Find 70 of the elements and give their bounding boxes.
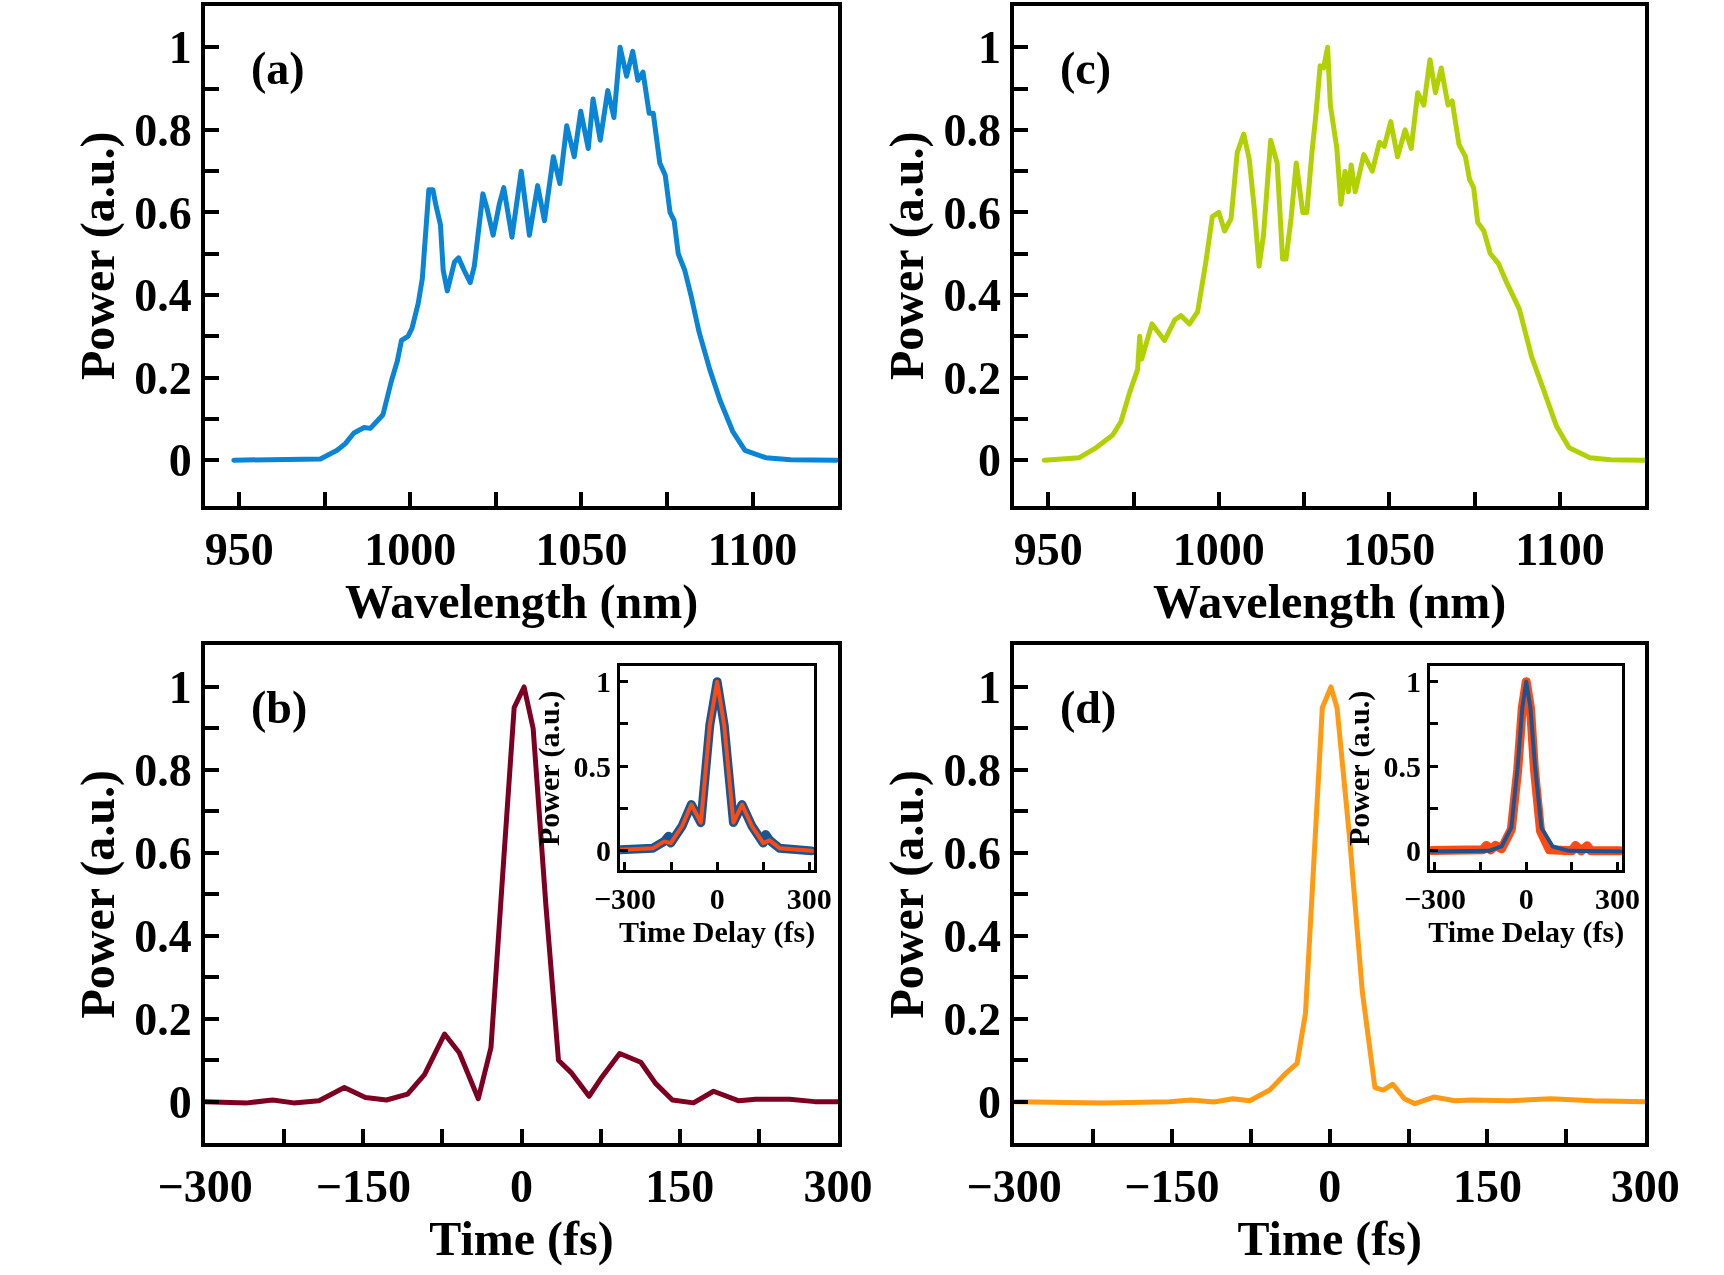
x-tick-label: 300 [1610,1161,1680,1213]
x-tick-label: 1000 [364,523,457,575]
x-tick-label: 150 [645,1161,715,1213]
x-tick-label: −300 [1403,882,1467,916]
y-tick-label: 0.6 [134,827,192,879]
y-tick-label: 1 [977,22,1001,74]
y-axis-title: Power (a.u.) [879,770,934,1019]
x-tick-label: 1050 [1343,523,1436,575]
annotation: (d) [1060,682,1117,733]
y-tick-label: 1 [168,22,192,74]
y-tick-label: 1 [168,662,192,714]
y-tick-label: 1 [596,665,612,699]
annotation: (b) [251,682,308,733]
y-tick-label: 0 [596,834,612,868]
x-tick-label: −300 [593,882,657,916]
x-tick-label: 150 [1452,1161,1522,1213]
y-tick-label: 0.5 [1383,749,1422,783]
y-tick-label: 0.6 [943,187,1001,239]
y-tick-label: 0.6 [134,187,192,239]
x-tick-label: −150 [1124,1161,1220,1213]
y-tick-label: 0.8 [943,744,1001,796]
y-tick-label: 0.6 [943,827,1001,879]
y-tick-label: 0.4 [943,910,1001,962]
x-tick-label: −150 [315,1161,411,1213]
x-axis-title: Wavelength (nm) [344,574,699,629]
y-tick-label: 0.2 [943,352,1001,404]
annotation: (a) [251,43,305,94]
x-tick-label: 1100 [1515,523,1605,575]
y-tick-label: 0.2 [134,993,192,1045]
x-tick-label: 300 [1595,882,1641,916]
x-tick-label: 0 [1318,1161,1342,1213]
x-axis-title: Wavelength (nm) [1153,574,1507,629]
x-tick-label: 950 [1013,523,1083,575]
y-tick-label: 0 [977,1076,1001,1128]
y-tick-label: 1 [977,662,1001,714]
x-axis-title: Time (fs) [429,1212,614,1267]
y-tick-label: 0.2 [943,993,1001,1045]
y-tick-label: 0.8 [134,744,192,796]
x-tick-label: 1000 [1172,523,1265,575]
x-tick-label: 1100 [707,523,798,575]
x-tick-label: −300 [966,1161,1062,1213]
x-tick-label: 0 [1518,882,1534,916]
x-tick-label: 950 [204,523,274,575]
y-tick-label: 1 [1406,665,1422,699]
y-axis-title: Power (a.u.) [70,770,125,1019]
y-tick-label: 0.2 [134,352,192,404]
x-tick-label: 1050 [535,523,628,575]
x-tick-label: 300 [786,882,832,916]
y-tick-label: 0.8 [943,104,1001,156]
y-axis-title: Power (a.u.) [70,131,125,380]
x-axis-title: Time Delay (fs) [1428,915,1625,950]
y-tick-label: 0 [168,435,192,487]
x-tick-label: 0 [510,1161,534,1213]
y-tick-label: 0 [1406,834,1422,868]
y-axis-title: Power (a.u.) [879,131,934,380]
y-tick-label: 0.4 [134,270,192,322]
y-axis-title: Power (a.u.) [531,690,566,847]
y-tick-label: 0 [977,435,1001,487]
x-tick-label: 300 [803,1161,873,1213]
y-axis-title: Power (a.u.) [1341,690,1376,847]
x-axis-title: Time (fs) [1237,1212,1422,1267]
x-tick-label: 0 [709,882,725,916]
y-tick-label: 0.8 [134,104,192,156]
annotation: (c) [1060,43,1112,94]
y-tick-label: 0.4 [943,270,1001,322]
x-tick-label: −300 [157,1161,253,1213]
x-axis-title: Time Delay (fs) [619,915,816,950]
y-tick-label: 0 [168,1076,192,1128]
y-tick-label: 0.5 [573,749,612,783]
y-tick-label: 0.4 [134,910,192,962]
